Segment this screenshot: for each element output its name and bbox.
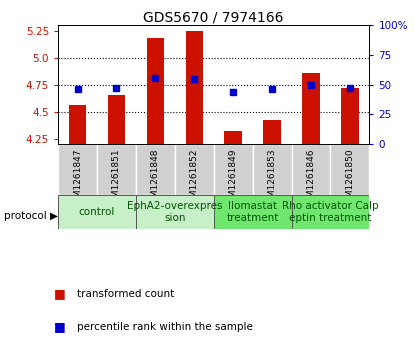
Text: ■: ■ bbox=[54, 287, 66, 301]
Bar bbox=[341, 88, 359, 144]
Text: percentile rank within the sample: percentile rank within the sample bbox=[77, 322, 253, 332]
Text: GSM1261848: GSM1261848 bbox=[151, 148, 160, 209]
Text: GSM1261849: GSM1261849 bbox=[229, 148, 238, 209]
Bar bbox=[291, 195, 369, 229]
Bar bbox=[175, 144, 214, 195]
Text: EphA2-overexpres
sion: EphA2-overexpres sion bbox=[127, 201, 222, 223]
Bar bbox=[214, 195, 292, 229]
Text: protocol ▶: protocol ▶ bbox=[4, 211, 58, 221]
Bar bbox=[58, 144, 97, 195]
Text: GSM1261846: GSM1261846 bbox=[307, 148, 315, 209]
Text: GSM1261850: GSM1261850 bbox=[345, 148, 354, 209]
Bar bbox=[330, 144, 369, 195]
Bar bbox=[302, 73, 320, 144]
Title: GDS5670 / 7974166: GDS5670 / 7974166 bbox=[144, 10, 284, 24]
Bar bbox=[214, 144, 253, 195]
Bar bbox=[186, 31, 203, 144]
Text: GSM1261853: GSM1261853 bbox=[268, 148, 276, 209]
Bar bbox=[136, 195, 214, 229]
Text: ■: ■ bbox=[54, 320, 66, 333]
Bar bbox=[97, 144, 136, 195]
Bar bbox=[136, 144, 175, 195]
Text: Ilomastat
treatment: Ilomastat treatment bbox=[227, 201, 279, 223]
Text: Rho activator Calp
eptin treatment: Rho activator Calp eptin treatment bbox=[282, 201, 379, 223]
Bar bbox=[108, 95, 125, 144]
Bar bbox=[69, 105, 86, 144]
Text: GSM1261852: GSM1261852 bbox=[190, 148, 199, 209]
Bar bbox=[58, 195, 136, 229]
Text: GSM1261851: GSM1261851 bbox=[112, 148, 121, 209]
Bar bbox=[291, 144, 330, 195]
Text: GSM1261847: GSM1261847 bbox=[73, 148, 82, 209]
Bar bbox=[146, 38, 164, 144]
Bar bbox=[264, 120, 281, 144]
Text: transformed count: transformed count bbox=[77, 289, 174, 299]
Bar bbox=[225, 131, 242, 144]
Text: control: control bbox=[79, 207, 115, 217]
Bar bbox=[253, 144, 292, 195]
